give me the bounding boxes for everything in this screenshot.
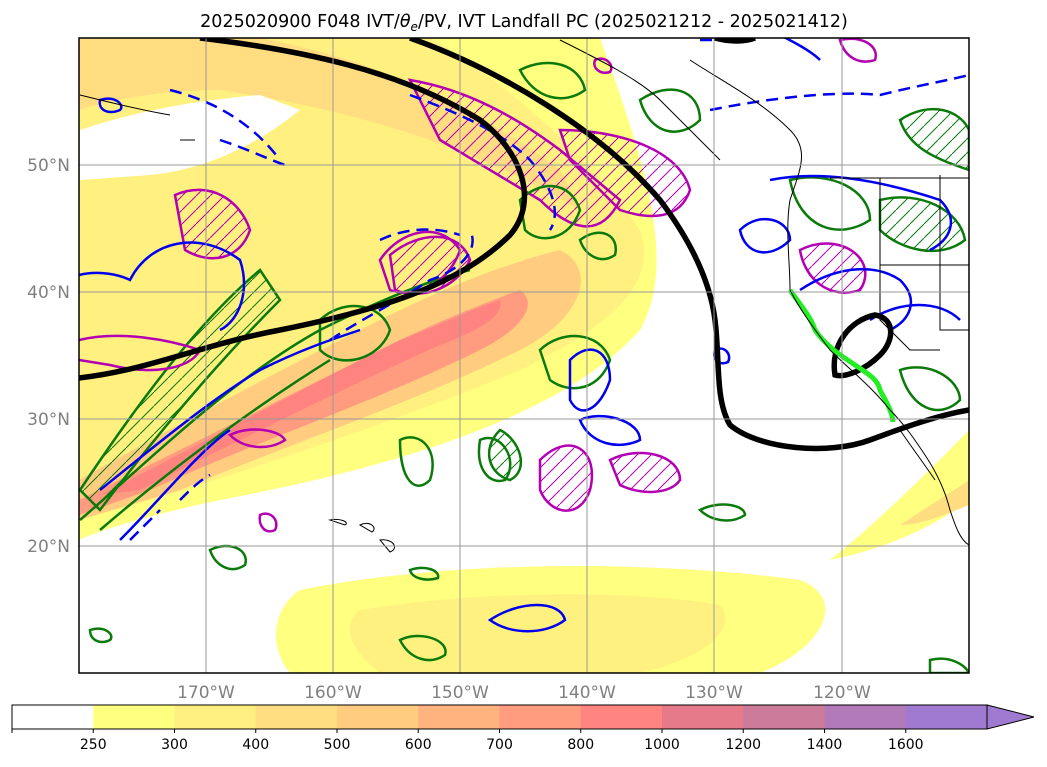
- colorbar: 250 300 400 500 600 700 800 1000 1200 1400 1600: [11, 704, 1035, 753]
- colorbar-box: [174, 705, 257, 729]
- colorbar-extend-arrow: [986, 704, 1035, 730]
- colorbar-tick-label: 1400: [807, 737, 843, 753]
- lat-label-20n: 20°N: [27, 537, 70, 557]
- colorbar-tick-label: 250: [80, 737, 107, 753]
- lat-label-30n: 30°N: [27, 410, 70, 430]
- lon-label-140w: 140°W: [558, 683, 616, 703]
- colorbar-tick-label: 400: [242, 737, 269, 753]
- gridlines: [79, 38, 969, 673]
- hatched-regions: [79, 78, 969, 512]
- blue-dashed-contours: [129, 38, 969, 541]
- lon-label-170w: 170°W: [177, 683, 235, 703]
- colorbar-tick-label: 800: [567, 737, 594, 753]
- colorbar-box: [93, 705, 175, 729]
- colorbar-box: [337, 705, 419, 729]
- colorbar-box: [580, 705, 663, 729]
- colorbar-box: [418, 705, 500, 729]
- lat-labels: 50°N 40°N 30°N 20°N: [27, 156, 70, 557]
- coastlines: [79, 39, 969, 553]
- lon-label-120w: 120°W: [813, 683, 871, 703]
- colorbar-box: [824, 705, 907, 729]
- lon-labels: 170°W 160°W 150°W 140°W 130°W 120°W: [177, 683, 871, 703]
- colorbar-box: [905, 705, 988, 729]
- landfall-line: [787, 288, 896, 423]
- colorbar-tick-label: 500: [324, 737, 351, 753]
- theta-e-contours: [79, 61, 969, 673]
- lat-label-50n: 50°N: [27, 156, 70, 176]
- colorbar-tick-label: 600: [405, 737, 432, 753]
- mean-contours: [79, 38, 969, 452]
- colorbar-box: [255, 705, 338, 729]
- figure-title: 2025020900 F048 IVT/θe/PV, IVT Landfall …: [200, 12, 848, 34]
- lon-label-160w: 160°W: [304, 683, 362, 703]
- map-frame: [78, 37, 970, 674]
- lon-label-130w: 130°W: [685, 683, 743, 703]
- map-panel: [79, 38, 969, 673]
- lat-label-40n: 40°N: [27, 283, 70, 303]
- colorbar-box: [499, 705, 582, 729]
- lon-label-150w: 150°W: [431, 683, 489, 703]
- colorbar-box: [12, 705, 94, 729]
- colorbar-tick-label: 1200: [725, 737, 761, 753]
- colorbar-tick-label: 300: [161, 737, 188, 753]
- colorbar-tick-label: 1000: [644, 737, 680, 753]
- colorbar-tick-label: 1600: [888, 737, 924, 753]
- colorbar-box: [662, 705, 744, 729]
- colorbar-box: [743, 705, 825, 729]
- colorbar-tick-label: 700: [486, 737, 513, 753]
